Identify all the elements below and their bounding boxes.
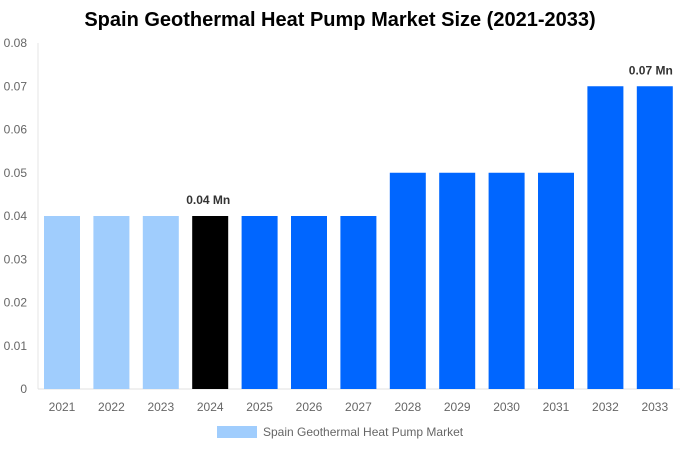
legend-label: Spain Geothermal Heat Pump Market — [263, 425, 464, 439]
y-tick-label: 0.04 — [4, 209, 28, 223]
bar — [488, 172, 525, 389]
bar — [44, 216, 80, 389]
x-tick-label: 2027 — [345, 400, 372, 414]
y-tick-label: 0.01 — [4, 339, 28, 353]
bar — [439, 172, 476, 389]
data-label: 0.07 Mn — [629, 63, 673, 77]
y-tick-label: 0 — [20, 382, 27, 396]
data-label: 0.04 Mn — [186, 193, 230, 207]
x-tick-label: 2031 — [543, 400, 570, 414]
bar — [93, 216, 130, 389]
bar — [142, 216, 179, 389]
x-tick-label: 2026 — [296, 400, 323, 414]
y-tick-label: 0.08 — [4, 36, 28, 50]
legend[interactable]: Spain Geothermal Heat Pump Market — [217, 425, 463, 439]
x-tick-label: 2033 — [641, 400, 668, 414]
bar — [340, 216, 377, 389]
x-tick-label: 2025 — [246, 400, 273, 414]
bar — [241, 216, 278, 389]
x-tick-label: 2032 — [592, 400, 619, 414]
x-tick-label: 2029 — [444, 400, 471, 414]
x-tick-label: 2023 — [147, 400, 174, 414]
bar — [192, 216, 229, 389]
x-tick-label: 2030 — [493, 400, 520, 414]
y-tick-label: 0.07 — [4, 79, 28, 93]
y-tick-label: 0.03 — [4, 252, 28, 266]
chart-title: Spain Geothermal Heat Pump Market Size (… — [84, 9, 596, 31]
bar — [636, 86, 673, 389]
x-tick-label: 2021 — [49, 400, 76, 414]
bar — [291, 216, 327, 389]
y-tick-label: 0.06 — [4, 123, 28, 137]
x-tick-label: 2024 — [197, 400, 224, 414]
bar — [538, 172, 574, 389]
y-tick-label: 0.02 — [4, 296, 28, 310]
bar — [587, 86, 624, 389]
legend-swatch — [217, 426, 257, 438]
x-tick-label: 2028 — [394, 400, 421, 414]
x-tick-label: 2022 — [98, 400, 125, 414]
bar — [389, 172, 426, 389]
y-tick-label: 0.05 — [4, 166, 28, 180]
